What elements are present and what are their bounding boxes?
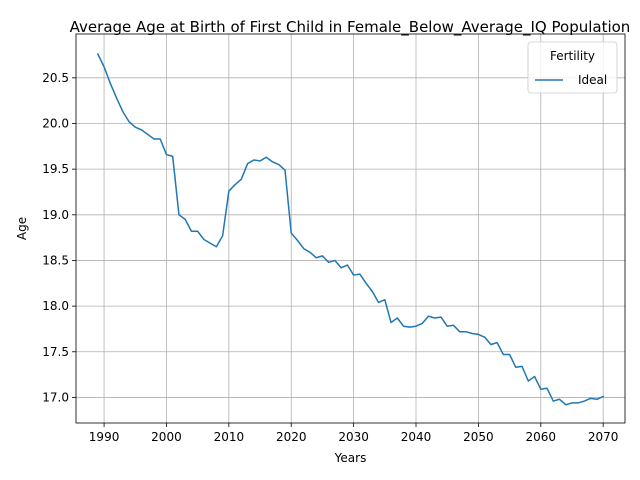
y-tick-label: 20.5 <box>42 71 69 85</box>
x-tick-label: 2000 <box>151 430 182 444</box>
x-tick-label: 1990 <box>89 430 120 444</box>
legend-title: Fertility <box>550 49 595 63</box>
y-tick-label: 17.0 <box>42 390 69 404</box>
y-tick-label: 19.5 <box>42 162 69 176</box>
x-tick-label: 2010 <box>214 430 245 444</box>
y-tick-label: 20.0 <box>42 116 69 130</box>
y-tick-label: 18.5 <box>42 253 69 267</box>
x-tick-label: 2020 <box>276 430 307 444</box>
x-tick-label: 2030 <box>338 430 369 444</box>
plot-frame <box>75 33 626 424</box>
x-axis-ticks: 1990 2000 2010 2020 2030 2040 2050 2060 2070 <box>89 423 619 444</box>
y-tick-label: 18.0 <box>42 299 69 313</box>
series-line-ideal <box>96 53 605 406</box>
y-tick-label: 17.5 <box>42 345 69 359</box>
y-tick-label: 19.0 <box>42 208 69 222</box>
y-axis-ticks: 17.0 17.5 18.0 18.5 19.0 19.5 20.0 20.5 <box>42 71 76 404</box>
x-tick-label: 2040 <box>401 430 432 444</box>
x-tick-label: 2050 <box>463 430 494 444</box>
y-axis-label: Age <box>15 217 29 240</box>
series-layer <box>96 53 605 406</box>
legend-entry-ideal: Ideal <box>578 73 607 87</box>
x-axis-label: Years <box>334 451 367 465</box>
legend: Fertility Ideal <box>527 41 618 94</box>
x-tick-label: 2060 <box>526 430 557 444</box>
x-tick-label: 2070 <box>588 430 619 444</box>
chart-title: Average Age at Birth of First Child in F… <box>70 18 631 37</box>
